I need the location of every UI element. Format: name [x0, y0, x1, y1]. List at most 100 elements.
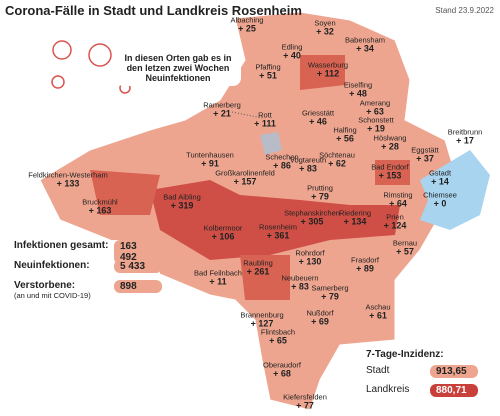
place: Pfaffing + 51: [255, 63, 280, 80]
place: Bruckmühl + 163: [82, 198, 117, 215]
leader-line: [231, 111, 263, 119]
place-name: Vogtareuth: [289, 155, 327, 165]
place: Kolbermoor + 106: [204, 224, 243, 241]
place-name: Bruckmühl: [82, 197, 118, 207]
place-name: Bernau: [392, 238, 418, 248]
place-value: + 91: [201, 158, 219, 169]
place-value: + 51: [259, 70, 277, 81]
place-value: + 124: [383, 220, 407, 231]
place-value: + 65: [269, 335, 287, 346]
place: Halfing + 56: [333, 126, 356, 143]
place: Edling + 40: [282, 43, 303, 60]
incidence-box: 7-Tage-Inzidenz: Stadt 913,65 Landkreis 880,…: [360, 345, 490, 405]
total-label: Verstorbene:: [14, 280, 76, 291]
place-value: + 106: [211, 231, 235, 242]
place: Samerberg + 79: [311, 284, 348, 301]
place-value: + 61: [369, 310, 387, 321]
place: Wasserburg + 112: [308, 61, 348, 78]
place: Rosenheim + 361: [259, 223, 297, 240]
place-name: Schonstett: [358, 115, 394, 125]
virus-icons: [51, 40, 131, 94]
place-name: Stephanskirchen: [284, 208, 340, 218]
place: Söchtenau + 62: [319, 151, 355, 168]
place-value: + 32: [316, 26, 334, 37]
place: Bad Aibling + 319: [163, 193, 201, 210]
place-value: + 17: [456, 135, 474, 146]
place-name: Bad Endorf: [371, 162, 409, 172]
place-name: Aschau: [365, 302, 391, 312]
place-value: + 40: [283, 50, 301, 61]
place-name: Riedering: [338, 208, 372, 218]
place-name: Chiemsee: [423, 190, 457, 200]
total-value: 898: [114, 280, 162, 293]
place-value: + 19: [367, 123, 385, 134]
place-name: Großkarolinenfeld: [215, 168, 275, 178]
place: Albaching + 25: [231, 16, 264, 33]
place: Breitbrunn + 17: [448, 128, 483, 145]
place-name: Bad Feilnbach: [194, 268, 242, 278]
place: Ramerberg + 21: [203, 101, 241, 118]
place-value: + 153: [378, 170, 402, 181]
place: Rimsting + 64: [383, 191, 412, 208]
date: Stand 23.9.2022: [435, 6, 494, 15]
place: Höslwang + 28: [374, 134, 407, 151]
place-value: + 62: [328, 158, 346, 169]
place-value: + 127: [250, 318, 274, 329]
place-name: Kiefersfelden: [283, 392, 327, 402]
place: Großkarolinenfeld + 157: [215, 169, 275, 186]
place: Frasdorf + 89: [351, 256, 379, 273]
place-value: + 63: [366, 106, 384, 117]
place-value: + 34: [356, 43, 374, 54]
place: Prutting + 79: [307, 184, 333, 201]
place-value: + 163: [88, 205, 112, 216]
place-value: + 11: [209, 276, 227, 287]
place-name: Gstadt: [428, 168, 452, 178]
place-value: + 89: [356, 263, 374, 274]
place: Nußdorf + 69: [306, 309, 333, 326]
place-value: + 46: [309, 116, 327, 127]
incidence-row: Stadt 913,65: [366, 365, 486, 378]
total-row: Verstorbene: 898 (an und mit COVID-19): [14, 280, 162, 300]
place: Amerang + 63: [360, 99, 390, 116]
place-name: Oberaudorf: [263, 360, 301, 370]
place-value: + 0: [433, 198, 447, 209]
place-name: Samerberg: [311, 283, 349, 293]
place-value: + 56: [336, 133, 354, 144]
place: Rohrdorf + 130: [295, 249, 324, 266]
total-value: 5 433: [114, 260, 162, 273]
place-value: + 111: [254, 118, 276, 129]
incidence-row: Landkreis 880,71: [366, 384, 486, 397]
place: Gstadt + 14: [429, 169, 451, 186]
place-name: Raubling: [243, 258, 273, 268]
total-label: Neuinfektionen:: [14, 260, 90, 271]
place-value: + 37: [416, 153, 434, 164]
place-name: Eiselfing: [343, 80, 373, 90]
place: Babensham + 34: [345, 36, 385, 53]
total-label: Infektionen gesamt:: [14, 240, 109, 251]
place-name: Kolbermoor: [203, 223, 243, 233]
place: Riedering + 134: [339, 209, 371, 226]
place-value: + 57: [396, 246, 414, 257]
place-name: Breitbrunn: [447, 127, 483, 137]
place: Rott + 111: [254, 111, 276, 128]
dark-region: [150, 180, 400, 260]
place-name: Edling: [281, 42, 303, 52]
place-value: + 21: [213, 108, 231, 119]
place-value: + 134: [343, 216, 367, 227]
place: Aschau + 61: [365, 303, 390, 320]
place-value: + 361: [266, 230, 290, 241]
place-name: Ramerberg: [203, 100, 241, 110]
place-name: Albaching: [230, 15, 264, 25]
place: Kiefersfelden + 77: [283, 393, 327, 410]
place-value: + 86: [273, 160, 291, 171]
incidence-title: 7-Tage-Inzidenz:: [366, 349, 444, 360]
incidence-label: Landkreis: [366, 384, 410, 395]
place: Feldkirchen-Westerham + 133: [28, 171, 107, 188]
note: In diesen Orten gab es in den letzen zwe…: [115, 50, 241, 86]
place-name: Höslwang: [373, 133, 407, 143]
totals-box: Infektionen gesamt: 163 492 Neuinfektionen…: [10, 240, 162, 300]
place-value: + 25: [238, 23, 256, 34]
place-value: + 64: [389, 198, 407, 209]
place: Neubeuern + 83: [281, 274, 318, 291]
place-name: Wasserburg: [307, 60, 349, 70]
